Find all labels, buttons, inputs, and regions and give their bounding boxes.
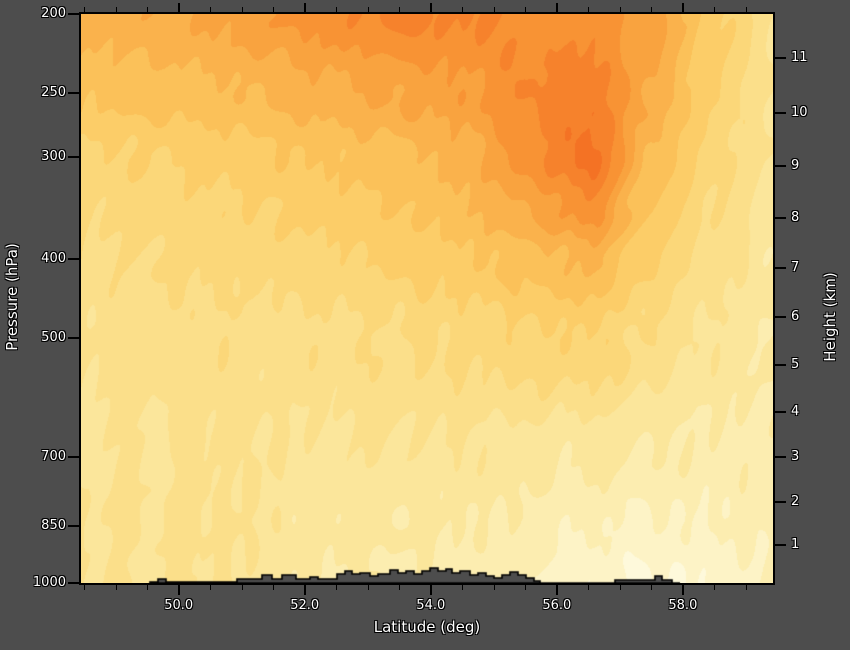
x-tick-major-top <box>681 3 684 14</box>
x-tick-label: 58.0 <box>668 598 698 613</box>
x-tick-minor <box>367 583 369 590</box>
height-tick-label: 1 <box>791 537 800 553</box>
pressure-tick-label: 850 <box>41 517 66 533</box>
x-tick-minor-top <box>745 7 747 14</box>
x-tick-minor <box>273 583 275 590</box>
pressure-tick <box>68 258 81 261</box>
x-tick-major-top <box>555 3 558 14</box>
pressure-tick-label: 700 <box>41 448 66 464</box>
x-tick-major <box>681 583 684 595</box>
pressure-tick-label: 250 <box>41 84 66 100</box>
pressure-tick <box>68 91 81 94</box>
height-tick-label: 3 <box>791 449 800 465</box>
height-tick-label: 10 <box>791 104 808 120</box>
x-tick-minor <box>399 583 401 590</box>
x-tick-minor-top <box>493 7 495 14</box>
height-tick <box>773 267 786 270</box>
pressure-tick <box>68 156 81 159</box>
height-tick <box>773 164 786 167</box>
x-tick-minor-top <box>241 7 243 14</box>
x-tick-label: 54.0 <box>416 598 446 613</box>
x-tick-label: 50.0 <box>164 598 194 613</box>
x-tick-minor <box>619 583 621 590</box>
x-axis-label: Latitude (deg) <box>373 618 481 636</box>
x-tick-minor-top <box>525 7 527 14</box>
y-axis-label-height: Height (km) <box>821 272 839 362</box>
height-tick <box>773 56 786 59</box>
contour-field-canvas <box>81 14 773 583</box>
plot-border <box>79 12 775 585</box>
height-tick <box>773 316 786 319</box>
pressure-tick-label: 200 <box>41 6 66 21</box>
height-tick <box>773 500 786 503</box>
x-tick-minor <box>336 583 338 590</box>
height-tick <box>773 544 786 547</box>
x-tick-minor <box>493 583 495 590</box>
height-tick <box>773 111 786 114</box>
x-tick-minor-top <box>115 7 117 14</box>
pressure-tick <box>68 524 81 527</box>
x-tick-minor <box>241 583 243 590</box>
pressure-tick-label: 1000 <box>32 575 66 590</box>
pressure-tick-label: 500 <box>41 329 66 345</box>
height-tick-label: 11 <box>791 49 808 65</box>
x-tick-minor-top <box>273 7 275 14</box>
x-tick-minor-top <box>462 7 464 14</box>
height-tick-label: 6 <box>791 309 800 325</box>
height-tick-label: 5 <box>791 357 800 373</box>
x-tick-minor-top <box>84 7 86 14</box>
pressure-tick-label: 400 <box>41 251 66 267</box>
x-tick-minor-top <box>588 7 590 14</box>
x-tick-major <box>555 583 558 595</box>
x-tick-minor-top <box>367 7 369 14</box>
y-axis-label-pressure: Pressure (hPa) <box>3 243 21 351</box>
x-tick-minor-top <box>619 7 621 14</box>
x-tick-major-top <box>177 3 180 14</box>
x-tick-major <box>303 583 306 595</box>
x-tick-minor-top <box>399 7 401 14</box>
pressure-tick <box>68 13 81 15</box>
x-tick-major <box>177 583 180 595</box>
height-tick <box>773 216 786 219</box>
x-tick-label: 56.0 <box>542 598 572 613</box>
height-tick <box>773 410 786 413</box>
x-tick-major-top <box>429 3 432 14</box>
pressure-tick <box>68 455 81 458</box>
x-tick-major <box>429 583 432 595</box>
x-tick-minor <box>525 583 527 590</box>
height-tick <box>773 456 786 459</box>
x-tick-minor-top <box>336 7 338 14</box>
height-tick-label: 8 <box>791 209 800 225</box>
height-tick <box>773 364 786 367</box>
x-tick-minor-top <box>714 7 716 14</box>
x-tick-minor <box>588 583 590 590</box>
height-tick-label: 7 <box>791 260 800 276</box>
x-tick-label: 52.0 <box>290 598 320 613</box>
x-tick-minor <box>115 583 117 590</box>
x-tick-minor <box>147 583 149 590</box>
pressure-tick <box>68 582 81 584</box>
height-tick-label: 2 <box>791 493 800 509</box>
x-tick-minor-top <box>651 7 653 14</box>
x-tick-minor <box>462 583 464 590</box>
pressure-tick-label: 300 <box>41 149 66 165</box>
x-tick-minor <box>210 583 212 590</box>
x-tick-minor <box>745 583 747 590</box>
x-tick-minor <box>84 583 86 590</box>
pressure-tick <box>68 336 81 339</box>
x-tick-minor-top <box>147 7 149 14</box>
x-tick-minor <box>714 583 716 590</box>
height-tick-label: 4 <box>791 403 800 419</box>
x-tick-minor <box>651 583 653 590</box>
height-tick-label: 9 <box>791 157 800 173</box>
x-tick-major-top <box>303 3 306 14</box>
x-tick-minor-top <box>210 7 212 14</box>
